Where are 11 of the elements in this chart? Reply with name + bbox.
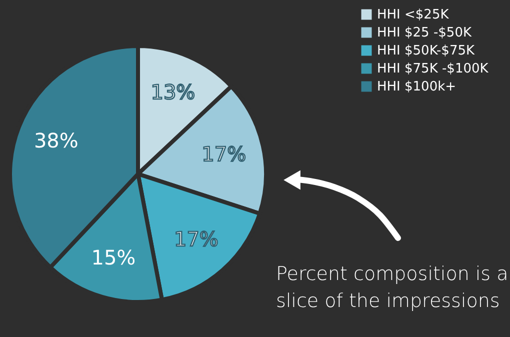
legend-label: HHI <$25K (377, 8, 450, 22)
legend-label: HHI $25 -$50K (377, 26, 472, 40)
legend-label: HHI $50K-$75K (377, 44, 475, 58)
data-label: 13% (150, 80, 196, 104)
legend-label: HHI $75K -$100K (377, 62, 489, 76)
data-label: 15% (91, 246, 136, 270)
legend-label: HHI $100k+ (377, 80, 456, 94)
data-label: 38% (34, 128, 78, 153)
data-label: 17% (202, 142, 246, 166)
data-label: 17% (174, 227, 218, 252)
text: Percent composition is a slice of the impressions (276, 263, 508, 312)
